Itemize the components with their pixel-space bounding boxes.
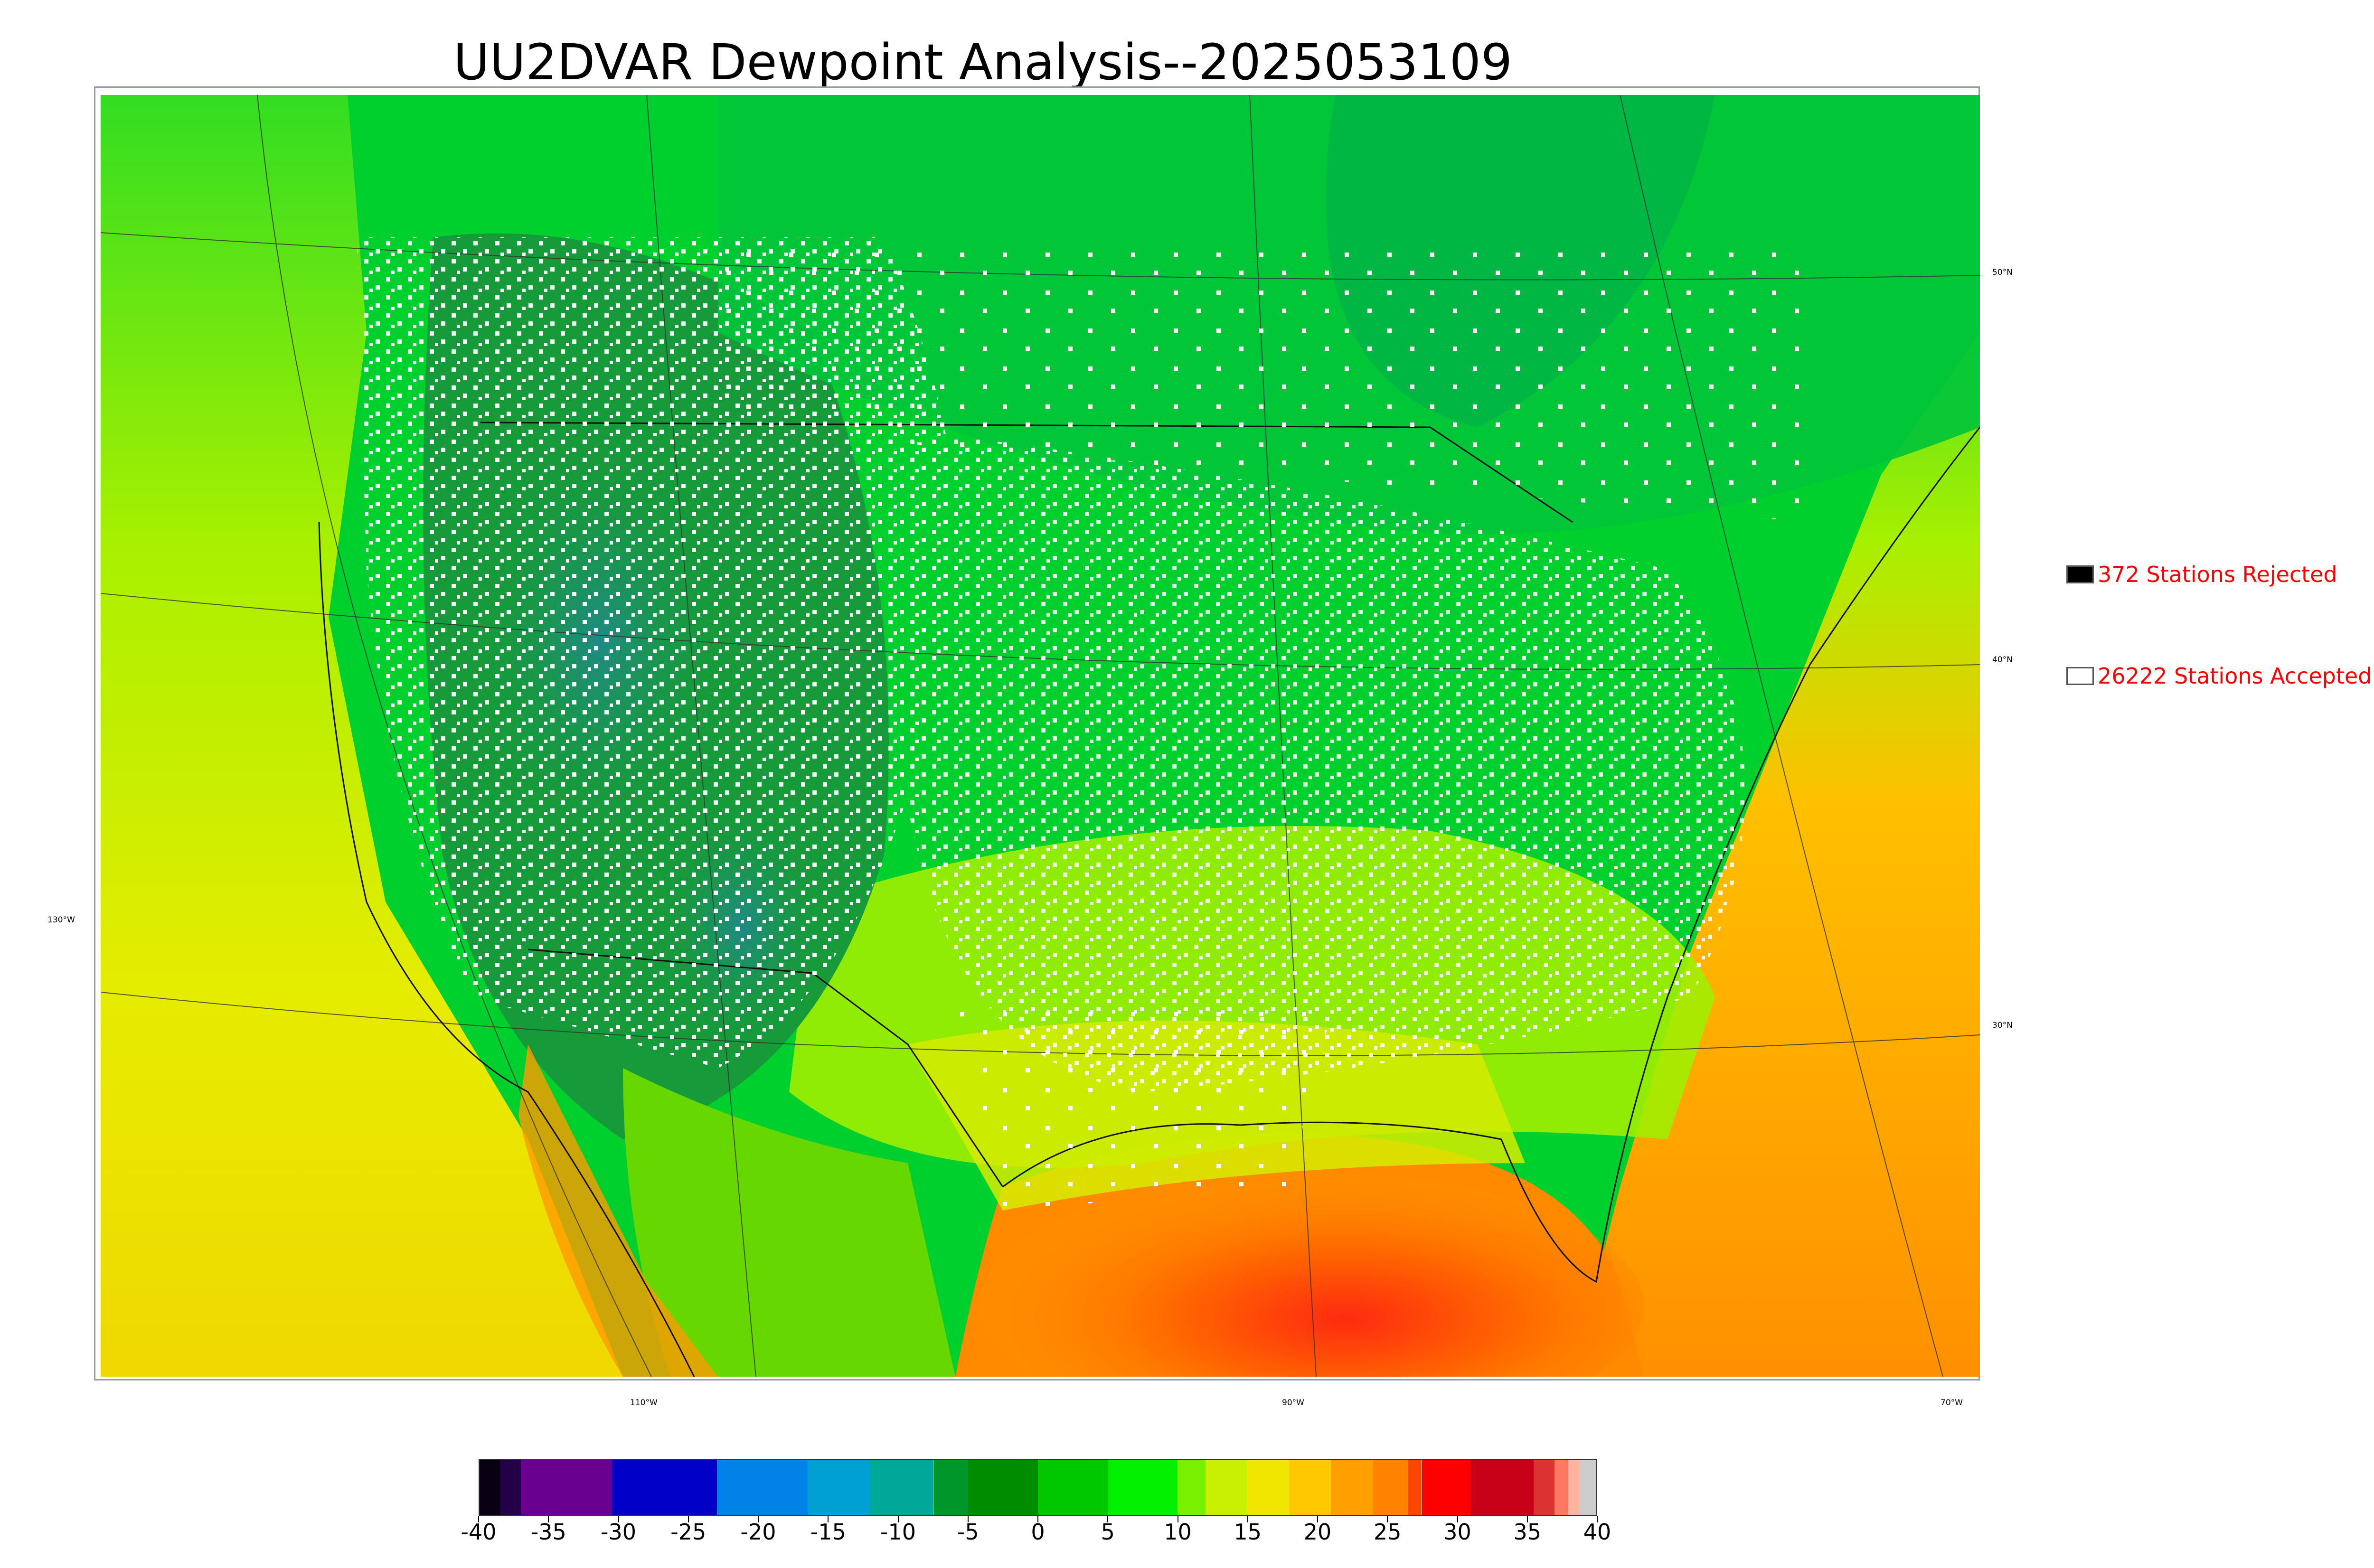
colorbar-tick-label: 10 xyxy=(1164,1519,1192,1545)
colorbar-tick-label: 20 xyxy=(1303,1519,1332,1545)
colorbar-tick xyxy=(967,1516,969,1522)
lon-label-110w: 110°W xyxy=(630,1398,658,1408)
colorbar-segment xyxy=(1373,1460,1408,1515)
colorbar-segment xyxy=(807,1460,871,1515)
colorbar-tick xyxy=(897,1516,899,1522)
lat-label-40n: 40°N xyxy=(1992,655,2013,665)
rejected-swatch xyxy=(2066,565,2094,583)
colorbar-tick-label: 40 xyxy=(1583,1519,1611,1545)
colorbar-segment xyxy=(1178,1460,1206,1515)
colorbar-segment xyxy=(480,1460,501,1515)
colorbar-tick-label: 15 xyxy=(1234,1519,1262,1545)
lon-label-130w: 130°W xyxy=(47,915,75,925)
colorbar-segment xyxy=(1579,1460,1596,1515)
colorbar-tick-label: 0 xyxy=(1031,1519,1045,1545)
rejected-label: 372 Stations Rejected xyxy=(2098,562,2337,587)
colorbar-tick xyxy=(1317,1516,1318,1522)
colorbar-tick-label: -35 xyxy=(530,1519,566,1545)
colorbar-segment xyxy=(1247,1460,1290,1515)
lat-label-50n: 50°N xyxy=(1992,268,2013,277)
colorbar-tick-label: -20 xyxy=(740,1519,776,1545)
colorbar-tick-label: -25 xyxy=(670,1519,707,1545)
colorbar-tick xyxy=(1387,1516,1388,1522)
accepted-label: 26222 Stations Accepted xyxy=(2098,663,2372,689)
legend-accepted: 26222 Stations Accepted xyxy=(2066,663,2372,689)
colorbar-segment xyxy=(1533,1460,1554,1515)
colorbar-tick xyxy=(758,1516,759,1522)
colorbar-tick-label: -30 xyxy=(600,1519,637,1545)
legend-rejected: 372 Stations Rejected xyxy=(2066,562,2337,587)
colorbar-tick-label: 30 xyxy=(1443,1519,1471,1545)
colorbar-tick-label: -15 xyxy=(810,1519,846,1545)
colorbar-tick xyxy=(828,1516,829,1522)
colorbar-segment xyxy=(968,1460,1038,1515)
colorbar-segment xyxy=(1554,1460,1569,1515)
colorbar-tick xyxy=(1037,1516,1038,1522)
colorbar-segment xyxy=(1108,1460,1178,1515)
colorbar-segment xyxy=(1422,1460,1471,1515)
colorbar-tick-label: -40 xyxy=(461,1519,497,1545)
accepted-swatch xyxy=(2066,667,2094,685)
colorbar-segment xyxy=(521,1460,612,1515)
dewpoint-map xyxy=(101,95,1980,1377)
colorbar-tick xyxy=(1597,1516,1598,1522)
colorbar-tick xyxy=(1457,1516,1458,1522)
lon-label-70w: 70°W xyxy=(1941,1398,1963,1408)
colorbar xyxy=(479,1459,1597,1516)
colorbar-segment xyxy=(1470,1460,1534,1515)
colorbar-segment xyxy=(716,1460,808,1515)
colorbar-tick xyxy=(1107,1516,1109,1522)
colorbar-tick-label: 25 xyxy=(1373,1519,1402,1545)
colorbar-segment xyxy=(1331,1460,1373,1515)
colorbar-segment xyxy=(1289,1460,1331,1515)
colorbar-tick xyxy=(1247,1516,1248,1522)
colorbar-segment xyxy=(1038,1460,1108,1515)
colorbar-segment xyxy=(1568,1460,1580,1515)
colorbar-segment xyxy=(870,1460,933,1515)
colorbar-tick xyxy=(478,1516,479,1522)
colorbar-segment xyxy=(1408,1460,1422,1515)
colorbar-tick xyxy=(548,1516,549,1522)
lon-label-90w: 90°W xyxy=(1282,1398,1304,1408)
lat-label-30n: 30°N xyxy=(1992,1021,2013,1030)
map-title: UU2DVAR Dewpoint Analysis--2025053109 xyxy=(453,33,1513,91)
colorbar-segment xyxy=(500,1460,522,1515)
colorbar-tick-label: 35 xyxy=(1513,1519,1542,1545)
colorbar-segment xyxy=(933,1460,968,1515)
colorbar-tick xyxy=(688,1516,689,1522)
colorbar-segment xyxy=(612,1460,717,1515)
colorbar-tick-label: -5 xyxy=(957,1519,979,1545)
colorbar-tick xyxy=(618,1516,619,1522)
colorbar-tick xyxy=(1526,1516,1528,1522)
colorbar-tick-label: -10 xyxy=(880,1519,916,1545)
colorbar-tick-label: 5 xyxy=(1101,1519,1115,1545)
colorbar-segment xyxy=(1205,1460,1247,1515)
